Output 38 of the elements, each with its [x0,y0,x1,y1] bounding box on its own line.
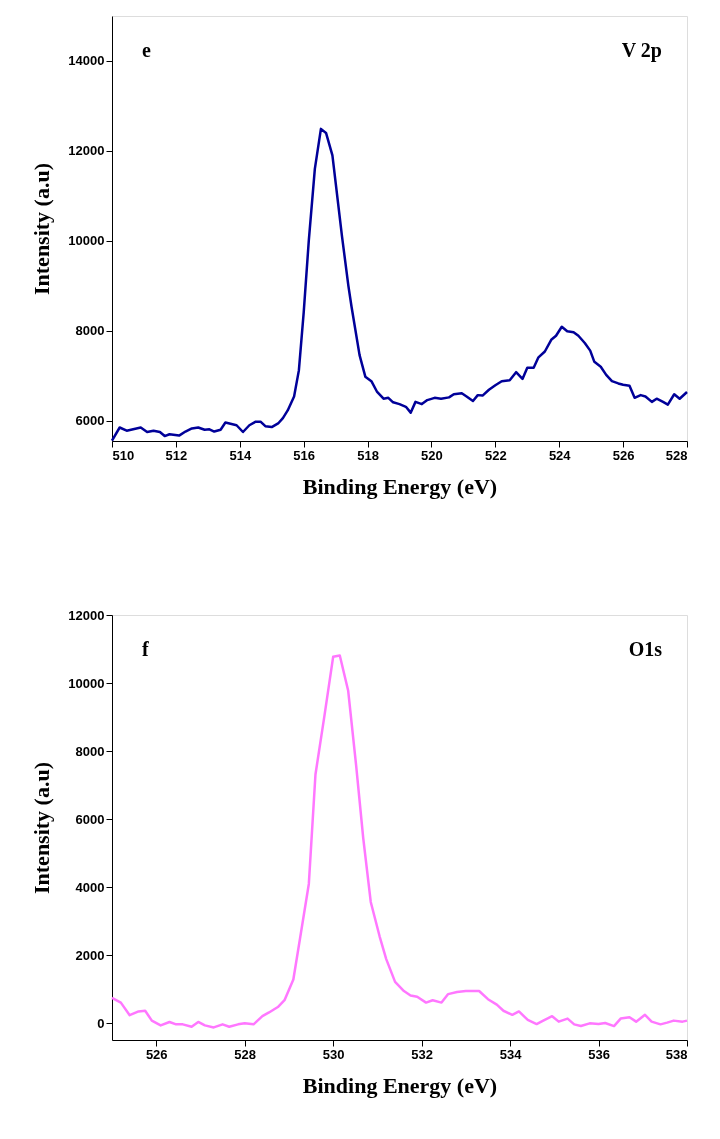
x-tick-label: 532 [411,1046,433,1062]
x-axis-title: Binding Energy (eV) [302,1072,498,1098]
y-tick-label: 2000 [75,947,105,963]
x-tick-label: 512 [165,447,188,463]
x-tick-label: 526 [145,1046,168,1062]
y-tick-label: 0 [97,1015,105,1031]
annotation: e [142,39,151,61]
y-tick-label: 6000 [75,413,105,429]
line-series [110,654,689,1029]
y-tick-label: 8000 [75,323,105,339]
x-tick-label: 530 [322,1046,345,1062]
y-tick-label: 10000 [68,675,105,691]
y-tick-label: 8000 [75,743,105,759]
x-tick-label: 516 [293,447,316,463]
y-axis-title: Intensity (a.u) [29,761,55,895]
annotation: f [142,638,149,660]
x-tick-label: 528 [665,447,688,463]
x-tick-label: 538 [665,1046,688,1062]
x-tick-label: 520 [421,447,443,463]
y-tick-label: 12000 [68,143,105,159]
x-tick-label: 526 [612,447,635,463]
y-tick-label: 10000 [68,233,105,249]
x-tick-label: 514 [229,447,252,463]
x-tick-label: 524 [548,447,572,463]
annotation: O1s [628,638,663,660]
y-tick-label: 12000 [68,607,105,623]
annotation: V 2p [621,39,662,62]
x-tick-label: 522 [484,447,507,463]
y-tick-label: 4000 [75,879,105,895]
x-axis-title: Binding Energy (eV) [302,473,498,499]
y-axis-title: Intensity (a.u) [29,162,55,296]
x-tick-label: 534 [499,1046,523,1062]
x-tick-label: 536 [588,1046,610,1062]
x-tick-label: 528 [234,1046,257,1062]
y-tick-label: 14000 [68,53,105,69]
x-tick-label: 510 [112,447,135,463]
x-tick-label: 518 [357,447,379,463]
y-tick-label: 6000 [75,811,105,827]
